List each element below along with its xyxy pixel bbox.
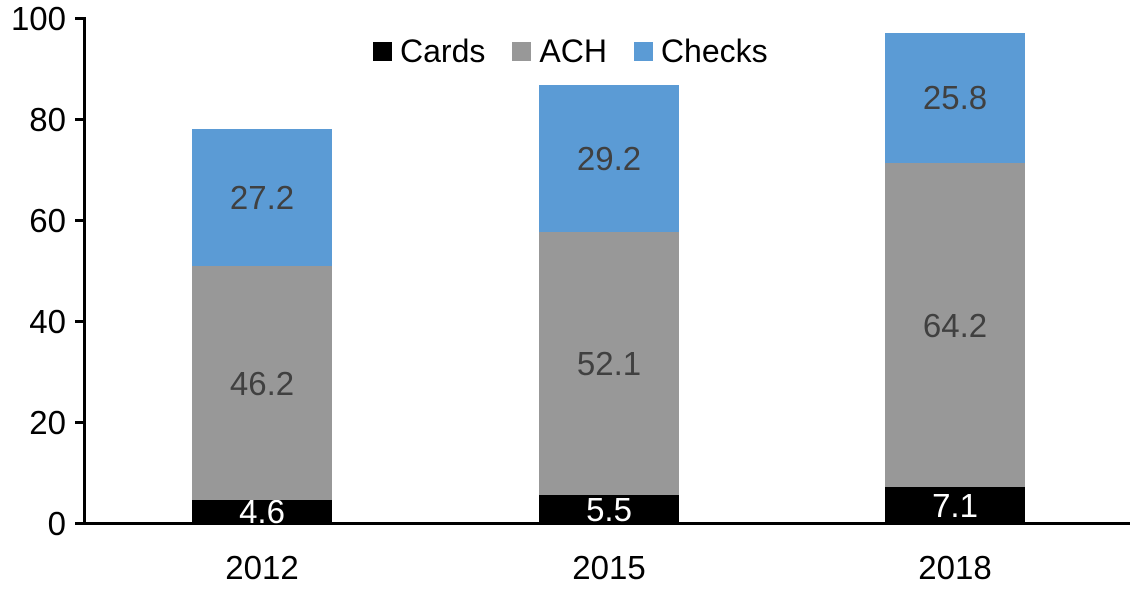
x-category-label: 2018 (918, 549, 992, 586)
legend-label: Cards (400, 33, 486, 69)
y-tick-label: 100 (10, 0, 66, 37)
y-tick (75, 522, 86, 525)
x-axis-line (75, 522, 1130, 525)
y-tick-label: 60 (29, 202, 66, 239)
y-tick-label: 20 (29, 404, 66, 441)
value-label: 27.2 (229, 179, 295, 217)
legend-swatch-checks-icon (633, 41, 653, 61)
value-label: 52.1 (576, 345, 642, 383)
segment-checks-2012: 27.2 (192, 129, 332, 267)
legend: Cards ACH Checks (373, 34, 768, 68)
segment-ach-2012: 46.2 (192, 266, 332, 500)
y-tick (75, 17, 86, 20)
value-label: 7.1 (932, 486, 978, 524)
x-category-label: 2012 (225, 549, 299, 586)
segment-ach-2018: 64.2 (885, 162, 1025, 488)
value-label: 5.5 (586, 490, 632, 528)
y-tick (75, 320, 86, 323)
y-tick-label: 0 (47, 505, 66, 542)
legend-label: Checks (660, 33, 768, 69)
legend-item-cards: Cards (373, 35, 485, 67)
segment-checks-2015: 29.2 (539, 84, 679, 233)
value-label: 4.6 (239, 492, 285, 530)
legend-swatch-cards-icon (373, 41, 392, 61)
y-axis-line (83, 17, 86, 525)
y-tick (75, 118, 86, 121)
y-tick-label: 40 (29, 303, 66, 340)
y-tick (75, 219, 86, 222)
segment-ach-2015: 52.1 (539, 232, 679, 496)
legend-label: ACH (539, 33, 607, 69)
value-label: 46.2 (229, 364, 295, 402)
value-label: 25.8 (922, 79, 988, 117)
x-category-label: 2015 (572, 549, 646, 586)
value-label: 29.2 (576, 139, 642, 177)
legend-item-checks: Checks (633, 33, 768, 69)
segment-checks-2018: 25.8 (885, 32, 1025, 163)
segment-cards-2015: 5.5 (539, 490, 679, 528)
legend-item-ach: ACH (512, 35, 607, 67)
y-tick (75, 421, 86, 424)
y-tick-label: 80 (29, 101, 66, 138)
legend-swatch-ach-icon (512, 41, 532, 61)
segment-cards-2012: 4.6 (192, 495, 332, 528)
segment-cards-2018: 7.1 (885, 487, 1025, 523)
value-label: 64.2 (922, 306, 988, 344)
